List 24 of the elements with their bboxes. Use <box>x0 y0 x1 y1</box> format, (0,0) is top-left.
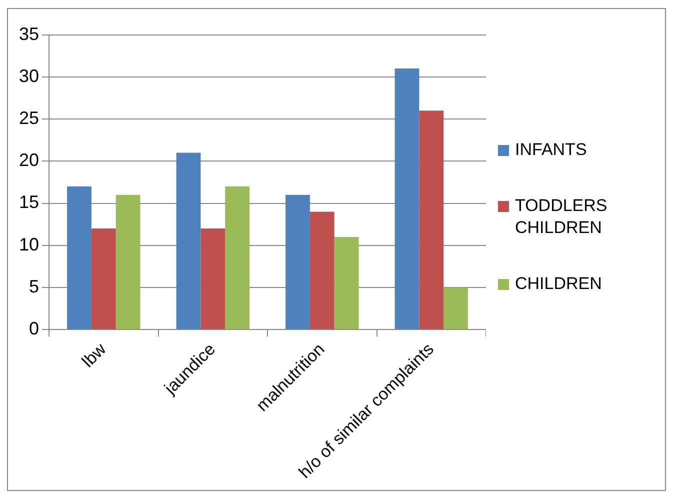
bar <box>91 228 116 330</box>
y-tick-label: 5 <box>29 276 40 296</box>
bar <box>310 212 334 330</box>
y-tick-label: 35 <box>18 24 40 44</box>
bar <box>419 110 444 330</box>
bar <box>394 68 420 330</box>
legend-label: CHILDREN <box>515 273 602 295</box>
legend-label: TODDLERS CHILDREN <box>515 195 608 239</box>
y-tick-label: 10 <box>18 234 40 254</box>
bar <box>444 288 468 330</box>
bar <box>334 236 359 330</box>
bar <box>286 194 310 330</box>
bar <box>200 228 226 330</box>
y-tick-label: 20 <box>18 150 40 170</box>
legend-label: INFANTS <box>515 139 587 161</box>
bar <box>176 152 201 330</box>
y-tick-label: 30 <box>18 66 40 86</box>
x-tick-label: lbw <box>78 339 110 372</box>
y-tick-label: 0 <box>29 318 40 339</box>
bar <box>116 194 140 330</box>
y-tick-label: 25 <box>18 108 40 128</box>
bar <box>67 186 92 330</box>
y-tick-label: 15 <box>18 192 40 212</box>
bar <box>225 186 250 330</box>
